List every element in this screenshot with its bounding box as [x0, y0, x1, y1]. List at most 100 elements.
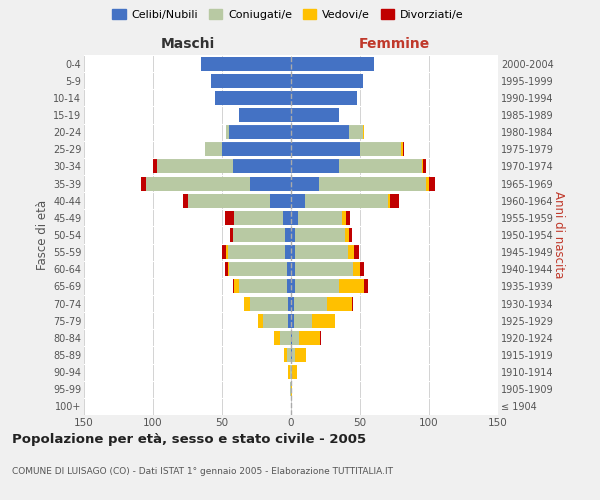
Bar	[187, 194, 271, 207]
Bar	[340, 280, 364, 293]
Bar	[298, 211, 342, 225]
Bar	[205, 142, 222, 156]
Bar	[225, 262, 227, 276]
Bar	[345, 228, 349, 242]
Bar	[429, 176, 434, 190]
Bar	[295, 280, 340, 293]
Bar	[233, 280, 235, 293]
Bar	[294, 314, 312, 328]
Bar	[250, 296, 288, 310]
Bar	[291, 314, 294, 328]
Bar	[292, 331, 299, 345]
Bar	[287, 348, 291, 362]
Text: Popolazione per età, sesso e stato civile - 2005: Popolazione per età, sesso e stato civil…	[12, 432, 366, 446]
Bar	[349, 125, 363, 139]
Bar	[222, 245, 226, 259]
Bar	[226, 125, 229, 139]
Bar	[287, 262, 291, 276]
Bar	[146, 176, 250, 190]
Bar	[291, 262, 295, 276]
Bar	[388, 194, 391, 207]
Bar	[288, 314, 291, 328]
Bar	[258, 314, 263, 328]
Bar	[364, 280, 368, 293]
Bar	[299, 331, 320, 345]
Bar	[211, 74, 291, 88]
Bar	[280, 331, 291, 345]
Bar	[295, 262, 353, 276]
Bar	[291, 296, 294, 310]
Bar	[295, 348, 306, 362]
Bar	[284, 348, 287, 362]
Bar	[360, 142, 401, 156]
Bar	[292, 348, 295, 362]
Bar	[157, 160, 233, 173]
Bar	[363, 125, 364, 139]
Bar	[291, 74, 363, 88]
Bar	[291, 142, 360, 156]
Bar	[239, 280, 287, 293]
Bar	[353, 262, 360, 276]
Bar	[327, 296, 352, 310]
Bar	[244, 296, 250, 310]
Bar	[153, 160, 157, 173]
Bar	[226, 245, 227, 259]
Bar	[305, 194, 388, 207]
Bar	[291, 56, 374, 70]
Bar	[286, 228, 291, 242]
Bar	[291, 125, 349, 139]
Bar	[227, 262, 229, 276]
Bar	[403, 142, 404, 156]
Bar	[291, 176, 319, 190]
Y-axis label: Anni di nascita: Anni di nascita	[552, 192, 565, 278]
Bar	[295, 228, 345, 242]
Bar	[349, 228, 352, 242]
Bar	[291, 211, 298, 225]
Bar	[291, 160, 340, 173]
Bar	[286, 245, 291, 259]
Bar	[294, 296, 327, 310]
Bar	[288, 296, 291, 310]
Text: Femmine: Femmine	[359, 38, 430, 52]
Bar	[291, 228, 295, 242]
Legend: Celibi/Nubili, Coniugati/e, Vedovi/e, Divorziati/e: Celibi/Nubili, Coniugati/e, Vedovi/e, Di…	[109, 6, 467, 23]
Bar	[225, 211, 235, 225]
Bar	[202, 56, 291, 70]
Bar	[291, 108, 340, 122]
Bar	[250, 176, 291, 190]
Bar	[320, 331, 322, 345]
Bar	[347, 245, 355, 259]
Bar	[290, 365, 291, 379]
Bar	[342, 211, 346, 225]
Bar	[229, 262, 287, 276]
Bar	[235, 280, 239, 293]
Bar	[227, 245, 286, 259]
Bar	[290, 382, 291, 396]
Bar	[215, 91, 291, 105]
Bar	[140, 176, 146, 190]
Bar	[319, 176, 426, 190]
Bar	[233, 228, 286, 242]
Bar	[340, 160, 422, 173]
Bar	[291, 331, 292, 345]
Bar	[291, 365, 292, 379]
Bar	[291, 245, 295, 259]
Bar	[391, 194, 398, 207]
Bar	[401, 142, 403, 156]
Bar	[422, 160, 424, 173]
Bar	[355, 245, 359, 259]
Bar	[291, 382, 292, 396]
Y-axis label: Fasce di età: Fasce di età	[35, 200, 49, 270]
Bar	[291, 348, 292, 362]
Bar	[184, 194, 187, 207]
Text: Maschi: Maschi	[160, 38, 215, 52]
Bar	[222, 142, 291, 156]
Bar	[274, 331, 280, 345]
Bar	[263, 314, 288, 328]
Bar	[271, 194, 291, 207]
Bar	[235, 211, 283, 225]
Bar	[288, 365, 290, 379]
Bar	[312, 314, 335, 328]
Bar	[233, 160, 291, 173]
Bar	[283, 211, 291, 225]
